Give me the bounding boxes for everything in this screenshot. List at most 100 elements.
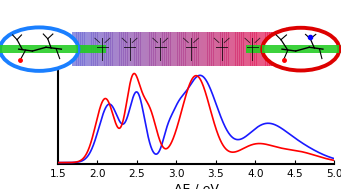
Circle shape xyxy=(0,27,78,71)
FancyBboxPatch shape xyxy=(108,32,111,66)
FancyBboxPatch shape xyxy=(170,32,173,66)
FancyBboxPatch shape xyxy=(145,32,147,66)
FancyBboxPatch shape xyxy=(168,32,171,66)
FancyBboxPatch shape xyxy=(222,32,225,66)
FancyBboxPatch shape xyxy=(273,32,276,66)
FancyBboxPatch shape xyxy=(115,32,117,66)
FancyBboxPatch shape xyxy=(231,32,233,66)
FancyBboxPatch shape xyxy=(220,32,223,66)
FancyBboxPatch shape xyxy=(282,32,285,66)
FancyBboxPatch shape xyxy=(190,32,193,66)
FancyBboxPatch shape xyxy=(119,32,122,66)
FancyBboxPatch shape xyxy=(246,45,341,53)
FancyArrow shape xyxy=(286,27,305,71)
FancyBboxPatch shape xyxy=(192,32,195,66)
FancyBboxPatch shape xyxy=(284,32,287,66)
FancyBboxPatch shape xyxy=(74,32,77,66)
FancyBboxPatch shape xyxy=(78,32,81,66)
FancyBboxPatch shape xyxy=(205,32,208,66)
FancyBboxPatch shape xyxy=(211,32,214,66)
FancyBboxPatch shape xyxy=(246,32,249,66)
FancyBboxPatch shape xyxy=(100,32,102,66)
FancyBboxPatch shape xyxy=(93,32,96,66)
FancyBboxPatch shape xyxy=(179,32,182,66)
FancyBboxPatch shape xyxy=(280,32,283,66)
FancyBboxPatch shape xyxy=(188,32,190,66)
FancyBboxPatch shape xyxy=(160,32,163,66)
FancyBboxPatch shape xyxy=(76,32,79,66)
FancyBboxPatch shape xyxy=(265,32,268,66)
FancyBboxPatch shape xyxy=(218,32,221,66)
FancyBboxPatch shape xyxy=(243,32,246,66)
FancyBboxPatch shape xyxy=(276,32,279,66)
FancyBboxPatch shape xyxy=(233,32,236,66)
FancyBboxPatch shape xyxy=(85,32,87,66)
FancyBboxPatch shape xyxy=(252,32,255,66)
FancyBboxPatch shape xyxy=(186,32,188,66)
FancyBboxPatch shape xyxy=(10,45,106,53)
FancyBboxPatch shape xyxy=(173,32,175,66)
FancyBboxPatch shape xyxy=(106,32,109,66)
FancyBboxPatch shape xyxy=(123,32,126,66)
FancyBboxPatch shape xyxy=(164,32,167,66)
FancyBboxPatch shape xyxy=(138,32,141,66)
FancyBboxPatch shape xyxy=(256,32,259,66)
FancyBboxPatch shape xyxy=(196,32,199,66)
FancyBboxPatch shape xyxy=(89,32,92,66)
FancyBboxPatch shape xyxy=(237,32,240,66)
FancyBboxPatch shape xyxy=(263,32,266,66)
FancyBboxPatch shape xyxy=(140,32,143,66)
FancyBboxPatch shape xyxy=(80,32,83,66)
FancyBboxPatch shape xyxy=(209,32,212,66)
FancyBboxPatch shape xyxy=(113,32,115,66)
FancyBboxPatch shape xyxy=(194,32,197,66)
FancyBboxPatch shape xyxy=(278,32,281,66)
FancyBboxPatch shape xyxy=(72,32,74,66)
FancyBboxPatch shape xyxy=(128,32,130,66)
FancyBboxPatch shape xyxy=(83,32,85,66)
FancyBboxPatch shape xyxy=(228,32,231,66)
FancyBboxPatch shape xyxy=(155,32,158,66)
FancyBboxPatch shape xyxy=(143,32,145,66)
FancyBboxPatch shape xyxy=(213,32,216,66)
FancyBboxPatch shape xyxy=(226,32,229,66)
FancyBboxPatch shape xyxy=(132,32,135,66)
FancyBboxPatch shape xyxy=(198,32,201,66)
FancyBboxPatch shape xyxy=(125,32,128,66)
FancyBboxPatch shape xyxy=(258,32,261,66)
FancyBboxPatch shape xyxy=(134,32,137,66)
FancyBboxPatch shape xyxy=(158,32,160,66)
FancyBboxPatch shape xyxy=(267,32,270,66)
FancyBboxPatch shape xyxy=(166,32,169,66)
FancyBboxPatch shape xyxy=(110,32,113,66)
FancyBboxPatch shape xyxy=(262,45,339,53)
FancyBboxPatch shape xyxy=(117,32,120,66)
FancyBboxPatch shape xyxy=(153,32,156,66)
FancyBboxPatch shape xyxy=(91,32,94,66)
FancyBboxPatch shape xyxy=(183,32,186,66)
FancyBboxPatch shape xyxy=(177,32,180,66)
FancyBboxPatch shape xyxy=(147,32,150,66)
FancyBboxPatch shape xyxy=(224,32,227,66)
FancyBboxPatch shape xyxy=(207,32,210,66)
FancyBboxPatch shape xyxy=(149,32,152,66)
FancyBboxPatch shape xyxy=(181,32,184,66)
FancyBboxPatch shape xyxy=(235,32,238,66)
FancyBboxPatch shape xyxy=(254,32,257,66)
FancyBboxPatch shape xyxy=(95,32,98,66)
FancyBboxPatch shape xyxy=(269,32,272,66)
FancyBboxPatch shape xyxy=(241,32,244,66)
FancyBboxPatch shape xyxy=(121,32,124,66)
FancyBboxPatch shape xyxy=(175,32,178,66)
FancyBboxPatch shape xyxy=(201,32,203,66)
FancyBboxPatch shape xyxy=(248,32,251,66)
FancyBboxPatch shape xyxy=(239,32,242,66)
FancyBboxPatch shape xyxy=(102,32,104,66)
FancyBboxPatch shape xyxy=(203,32,206,66)
Circle shape xyxy=(262,28,339,70)
FancyBboxPatch shape xyxy=(104,32,107,66)
FancyBboxPatch shape xyxy=(261,32,264,66)
FancyBboxPatch shape xyxy=(130,32,132,66)
FancyBboxPatch shape xyxy=(0,45,78,53)
FancyBboxPatch shape xyxy=(136,32,139,66)
